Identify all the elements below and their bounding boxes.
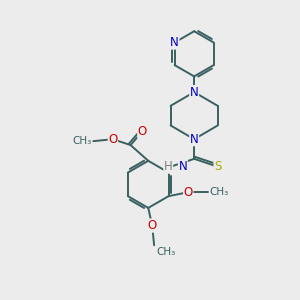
Text: CH₃: CH₃ [72,136,91,146]
Text: N: N [190,85,199,99]
Text: O: O [148,219,157,232]
Text: O: O [138,125,147,138]
Text: N: N [190,133,199,146]
Text: H: H [164,160,172,173]
Text: O: O [108,133,118,146]
Text: CH₃: CH₃ [210,187,229,197]
Text: N: N [170,36,179,49]
Text: CH₃: CH₃ [156,247,176,257]
Text: N: N [178,160,187,173]
Text: O: O [184,186,193,199]
Text: S: S [214,160,221,173]
